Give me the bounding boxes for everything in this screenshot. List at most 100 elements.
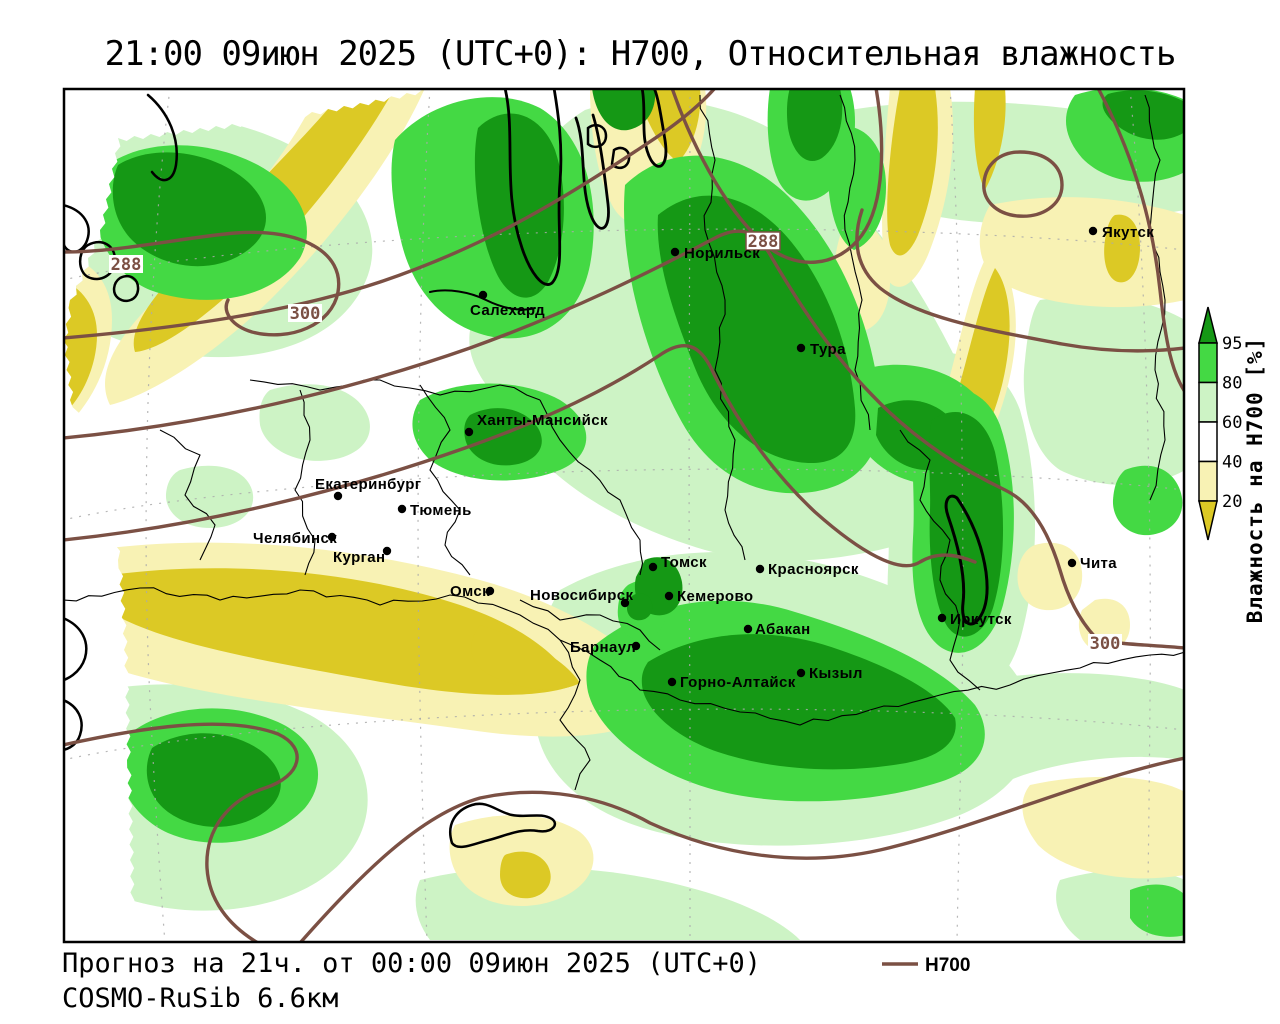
colorbar: 95 80 60 40 20 [1198,306,1242,541]
colorbar-arrow-bottom [1198,500,1218,541]
humidity-fill [592,89,656,131]
coastline-layer [64,89,989,849]
h700-contour [64,229,1184,650]
city-label: Иркутск [950,611,1012,628]
colorbar-axis-label: Влажность на H700 [%] [1243,337,1267,624]
h700-contours-layer [64,89,1184,942]
city-dot [464,427,474,437]
coastline [503,89,563,286]
cities-layer: Норильск Салехард Тура Якутск Ханты-Мансийск… [253,224,1154,691]
contour-label-box [745,231,781,251]
coastline [78,241,117,281]
city-label: Красноярск [768,561,859,578]
colorbar-segment [1198,421,1218,463]
coastline [64,204,90,254]
city-label: Новосибирск [530,587,634,604]
humidity-fill [146,733,281,827]
page-title: 21:00 09июн 2025 (UTC+0): H700, Относите… [104,34,1177,74]
contour-label-box [109,255,143,273]
city-label: Салехард [470,302,545,319]
contour-label: 300 [290,304,321,324]
city-label: Ханты-Мансийск [477,412,608,429]
colorbar-segment [1198,460,1218,502]
humidity-fill [112,152,266,267]
admin-border [519,599,661,651]
city-dot [743,624,753,634]
admin-border [559,639,591,791]
h700-contour [855,208,1184,353]
contour-label-box [1088,634,1122,652]
coastline [146,93,178,182]
h700-contour [64,344,977,568]
humidity-fill [64,280,97,415]
humidity-fill [1112,465,1183,536]
admin-border [64,587,681,701]
h700-contour [982,150,1064,218]
admin-border [539,399,644,576]
h700-contour [64,722,299,942]
humidity-fill [259,384,370,461]
h700-contour [1096,89,1184,394]
h700-contour [64,230,341,337]
map-frame [62,87,1186,944]
humidity-fill [471,625,580,690]
city-label: Томск [661,554,707,571]
colorbar-tick: 20 [1222,492,1242,512]
contour-label: 288 [748,232,779,252]
humidity-fill [500,851,551,899]
graticule-layer [64,89,1184,942]
humidity-fill [887,89,938,256]
coastline [112,274,140,302]
admin-border [679,651,1184,726]
humidity-fill [464,408,542,466]
city-dot [397,504,407,514]
admin-border [699,94,746,561]
contour-label: 288 [111,255,142,275]
humidity-fill [1022,776,1184,879]
city-label: Кызыл [809,665,863,682]
forecast-caption: Прогноз на 21ч. от 00:00 09июн 2025 (UTC… [62,948,761,979]
city-label: Челябинск [253,530,337,547]
city-dot [755,564,765,574]
humidity-fill [940,673,1184,785]
coastline [64,699,83,752]
humidity-fill [928,411,1004,637]
contour-label-box [288,304,322,322]
city-dot [670,247,680,257]
city-dot [664,591,674,601]
graticule-line [64,708,1184,761]
city-dot [1067,558,1077,568]
city-dot [648,562,658,572]
humidity-fill [1104,214,1140,283]
admin-border [1144,94,1166,501]
admin-borders-layer [64,94,1184,791]
city-label: Тура [810,341,846,358]
colorbar-segment [1198,342,1218,384]
model-caption: COSMO-RuSib 6.6км [62,983,339,1014]
admin-border [249,379,541,401]
admin-border [839,94,871,431]
coastline [610,146,631,170]
city-label: Абакан [755,621,811,638]
city-dot [937,613,947,623]
city-label: Норильск [684,245,760,262]
colorbar-tick: 80 [1222,374,1242,394]
city-label: Екатеринбург [315,476,421,493]
coastline [64,617,88,682]
admin-border [159,429,216,561]
city-dot [478,290,488,300]
humidity-fill [626,593,653,621]
city-label: Чита [1080,555,1117,572]
city-dot [1088,226,1098,236]
h700-contour [670,89,884,264]
city-dot [620,598,630,608]
city-dot [327,532,337,542]
colorbar-tick: 60 [1222,413,1242,433]
admin-border [419,384,471,576]
city-dot [485,586,495,596]
coastline [586,124,608,148]
city-label: Барнаул [570,639,636,656]
colorbar-arrow-top [1198,306,1218,344]
city-label: Якутск [1102,224,1154,241]
